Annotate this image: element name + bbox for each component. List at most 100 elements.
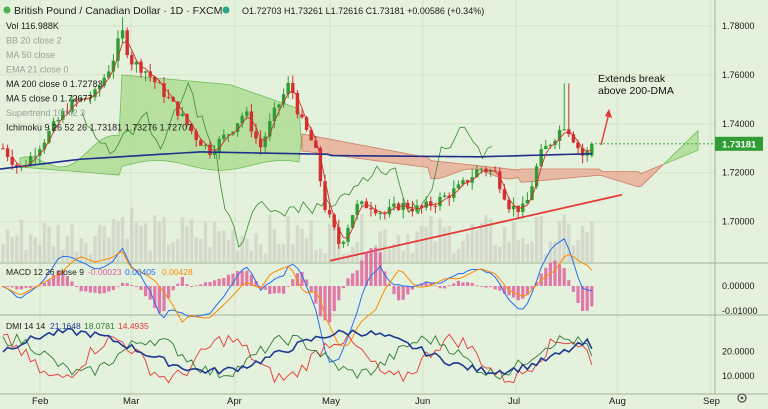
macd-histogram-bar (378, 252, 382, 286)
volume-bar (61, 249, 65, 262)
macd-histogram-bar (263, 286, 267, 290)
candle-body (291, 82, 295, 94)
volume-bar (419, 225, 424, 262)
macd-histogram-bar (447, 285, 451, 287)
volume-bar (378, 231, 382, 262)
volume-bar (456, 248, 461, 262)
candle-body (235, 123, 240, 132)
volume-bar (470, 223, 474, 262)
macd-histogram-bar (102, 286, 106, 294)
settings-gear-icon[interactable] (737, 393, 747, 403)
macd-histogram-bar (521, 286, 525, 299)
macd-histogram-bar (272, 286, 276, 294)
volume-bar (571, 245, 576, 262)
macd-histogram-bar (567, 280, 571, 286)
legend-item[interactable]: BB 20 close 2 (6, 36, 62, 46)
candle-body (461, 180, 465, 185)
time-tick-label: May (322, 396, 340, 407)
volume-bar (360, 214, 364, 262)
candle-body (392, 203, 396, 208)
candle-body (521, 203, 525, 212)
macd-histogram-bar (194, 285, 198, 287)
candle-body (56, 119, 60, 122)
volume-bar (254, 233, 258, 262)
candle-body (231, 131, 235, 135)
candle-body (5, 148, 10, 158)
volume-bar (28, 234, 33, 262)
candle-body (309, 129, 313, 141)
volume-bar (130, 207, 134, 262)
macd-histogram-bar (185, 284, 189, 286)
dmi-legend-value: 14.4935 (118, 321, 149, 331)
volume-bar (51, 245, 56, 262)
legend-item[interactable]: MA 50 close (6, 50, 55, 60)
candle-body (479, 168, 484, 170)
macd-histogram-bar (512, 286, 516, 298)
macd-histogram-bar (24, 286, 28, 288)
macd-histogram-bar (305, 279, 309, 286)
volume-bar (226, 240, 231, 262)
macd-histogram-bar (461, 282, 465, 286)
candle-body (93, 89, 97, 98)
volume-bar (79, 238, 83, 262)
volume-bar (493, 244, 497, 262)
candle-body (452, 188, 456, 198)
macd-histogram-bar (351, 273, 355, 286)
macd-histogram-bar (452, 283, 456, 286)
volume-bar (208, 247, 212, 262)
macd-histogram-bar (498, 286, 502, 291)
macd-histogram-bar (291, 279, 295, 286)
macd-histogram-bar (6, 286, 10, 287)
candle-body (166, 96, 171, 98)
candle-body (249, 111, 254, 132)
volume-bar (553, 241, 557, 262)
macd-histogram-bar (226, 274, 230, 286)
macd-legend-value: 0.00405 (125, 267, 156, 277)
candle-body (438, 196, 442, 207)
candle-body (355, 203, 359, 216)
legend-item[interactable]: MA 5 close 0 1.72677 (6, 94, 93, 104)
macd-histogram-bar (369, 248, 373, 286)
macd-histogram-bar (65, 275, 69, 286)
indicator-legend[interactable]: Vol 116.988K BB 20 close 2 MA 50 close EMA … (6, 21, 192, 133)
volume-bar (111, 219, 116, 262)
volume-bar (199, 238, 203, 262)
macd-histogram-bar (443, 286, 447, 289)
macd-histogram-bar (314, 286, 318, 304)
volume-bar (286, 216, 290, 262)
candle-body (557, 130, 562, 141)
volume-bar (212, 222, 217, 262)
legend-item[interactable]: EMA 21 close 0 (6, 65, 69, 75)
candle-body (134, 61, 139, 65)
macd-histogram-bar (10, 286, 14, 288)
volume-bar (125, 238, 129, 262)
macd-histogram-bar (562, 267, 566, 286)
volume-bar (447, 225, 451, 262)
legend-item[interactable]: Supertrend 10 hl2 3 (6, 108, 85, 118)
macd-histogram-bar (392, 286, 396, 295)
macd-histogram-bar (553, 260, 557, 286)
macd-histogram-bar (360, 260, 364, 286)
volume-bar (314, 250, 318, 262)
macd-histogram-bar (153, 286, 157, 309)
candle-body (475, 169, 479, 178)
candle-body (47, 131, 51, 143)
macd-histogram-bar (295, 273, 299, 286)
candle-body (525, 200, 530, 204)
volume-bar (15, 235, 19, 262)
volume-bar (217, 231, 221, 262)
macd-histogram-bar (590, 286, 594, 307)
legend-item[interactable]: Vol 116.988K (6, 21, 59, 31)
volume-bar (383, 229, 387, 262)
legend-item[interactable]: Ichimoku 9 26 52 26 1.73181 1.73276 1.72… (6, 123, 192, 133)
volume-bar (309, 220, 313, 262)
legend-item[interactable]: MA 200 close 0 1.72783 (6, 79, 103, 89)
candle-body (38, 149, 42, 156)
volume-bar (120, 217, 125, 262)
candle-body (139, 61, 143, 73)
macd-histogram-bar (222, 277, 226, 286)
candle-body (387, 207, 392, 215)
macd-histogram-bar (433, 285, 437, 287)
candle-body (153, 76, 157, 83)
ichimoku-lines (82, 81, 492, 248)
